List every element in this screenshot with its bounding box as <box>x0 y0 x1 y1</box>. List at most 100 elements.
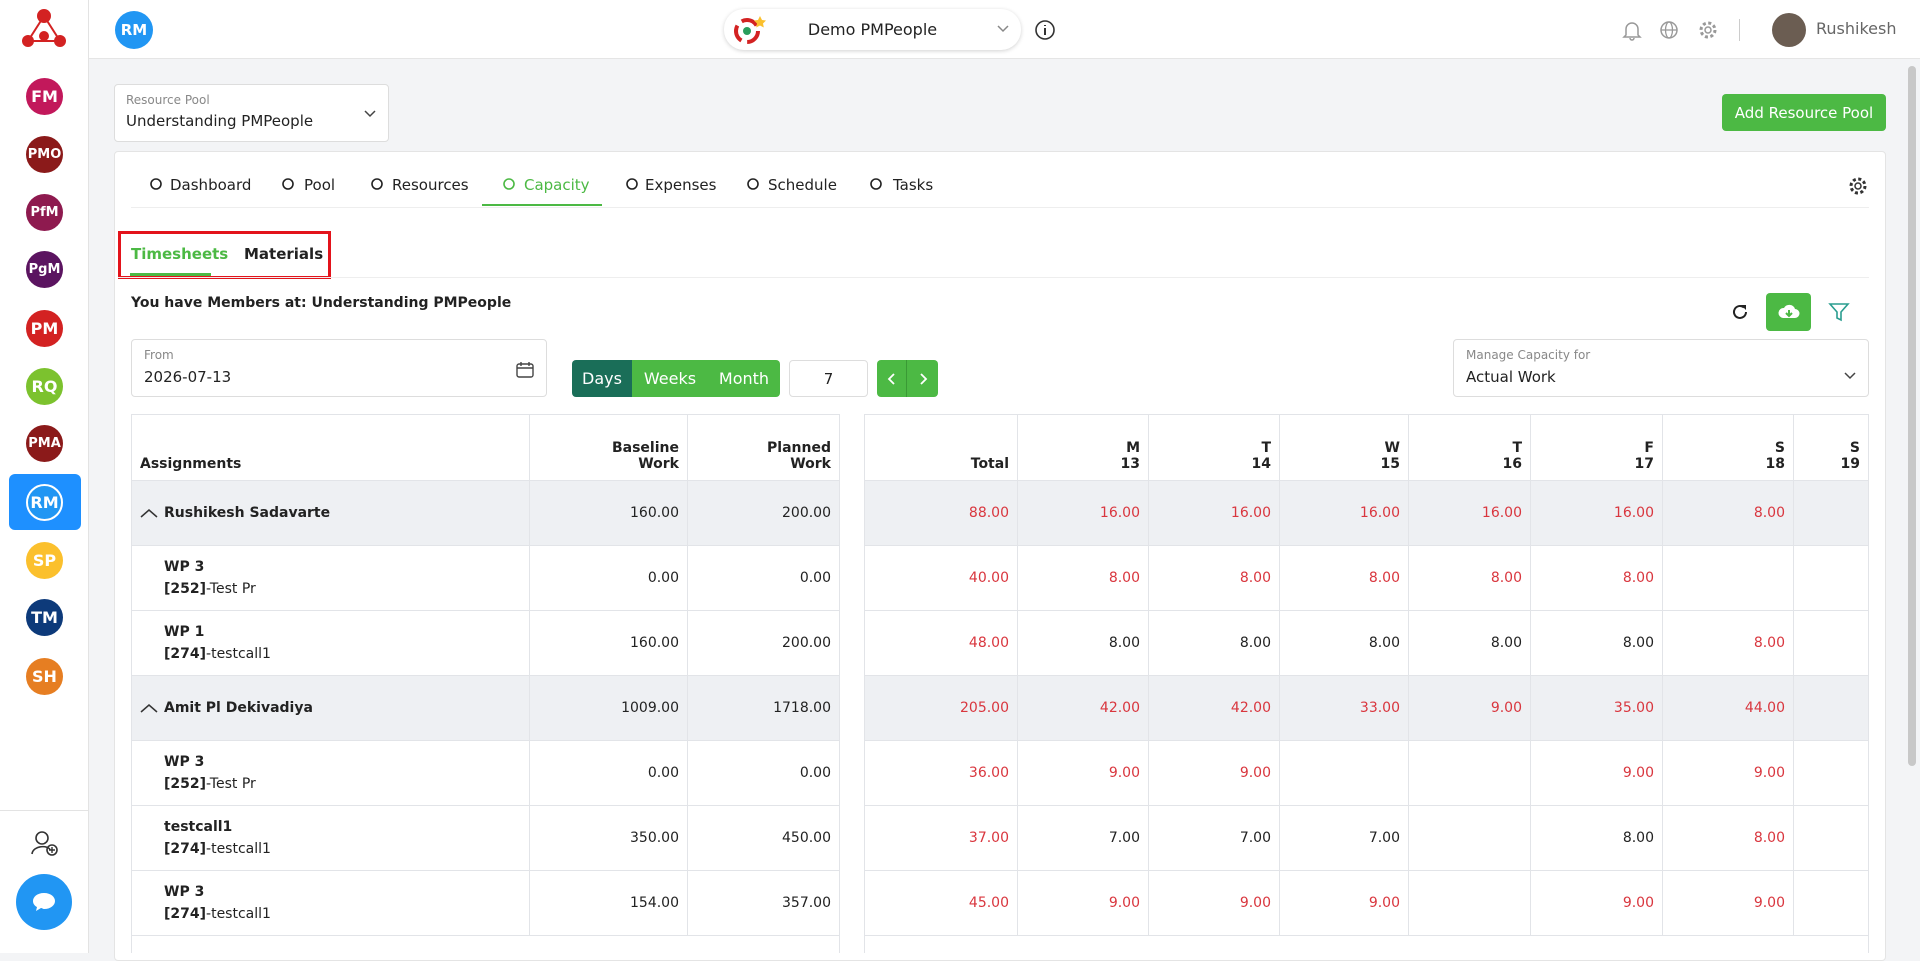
app-icon[interactable]: SH <box>26 658 63 695</box>
tab[interactable]: Schedule <box>768 176 837 194</box>
header-text: 13 <box>1120 456 1140 472</box>
assignment: WP 3 [274] -testcall1 <box>164 881 271 925</box>
project-selector[interactable]: Demo PMPeople <box>724 9 1021 50</box>
project-code: [274] <box>164 906 207 922</box>
day-work: 7.00 <box>1018 806 1149 871</box>
header-text: M <box>1126 440 1140 456</box>
tab[interactable]: Dashboard <box>170 176 252 194</box>
view-button[interactable]: Days <box>572 360 632 397</box>
day-work <box>1794 806 1869 871</box>
collapse-toggle[interactable] <box>140 508 158 518</box>
column-header: Planned Work <box>688 414 840 481</box>
header-text: 19 <box>1840 456 1860 472</box>
app-icon[interactable]: RM <box>26 484 63 521</box>
add-user-icon[interactable] <box>31 830 59 856</box>
column-header: Assignments <box>131 414 530 481</box>
next-button[interactable] <box>907 360 938 397</box>
view-button[interactable]: Month <box>708 360 780 397</box>
assignment-name: testcall1 <box>164 819 233 835</box>
day-work: 44.00 <box>1663 676 1794 741</box>
tab-divider <box>131 207 1869 208</box>
column-header: Total <box>864 414 1018 481</box>
app-icon[interactable]: PMO <box>26 136 63 173</box>
header-text: 14 <box>1251 456 1271 472</box>
period-count[interactable]: 7 <box>789 360 868 397</box>
project-code: [252] <box>164 776 207 792</box>
app-icon[interactable]: TM <box>26 599 63 636</box>
notification-icon[interactable] <box>1621 19 1643 41</box>
total-work: 37.00 <box>864 806 1018 871</box>
day-work: 8.00 <box>1018 611 1149 676</box>
collapse-toggle[interactable] <box>140 703 158 713</box>
day-work: 8.00 <box>1663 481 1794 546</box>
logo[interactable] <box>20 6 68 50</box>
subtab[interactable]: Timesheets <box>131 245 229 263</box>
app-icon[interactable]: PMA <box>26 425 63 462</box>
header-text: S <box>1849 440 1860 456</box>
table-row <box>131 936 840 953</box>
assignment: WP 3 [252] -Test Pr <box>164 556 256 600</box>
scrollbar[interactable] <box>1908 66 1916 766</box>
column-header: M 13 <box>1018 414 1149 481</box>
download-button[interactable] <box>1766 293 1811 331</box>
header-text: T <box>1261 440 1271 456</box>
planned-work: 357.00 <box>688 871 840 936</box>
column-header: F 17 <box>1531 414 1663 481</box>
user-name[interactable]: Rushikesh <box>1816 19 1897 38</box>
day-work <box>1280 741 1409 806</box>
column-header: Baseline Work <box>530 414 688 481</box>
app-icon[interactable]: RQ <box>26 368 63 405</box>
header-text: Total <box>970 456 1009 472</box>
tab[interactable]: Tasks <box>893 176 934 194</box>
day-work <box>1794 546 1869 611</box>
app-icon[interactable]: FM <box>26 78 63 115</box>
baseline-work: 0.00 <box>530 741 688 806</box>
day-work: 8.00 <box>1280 611 1409 676</box>
chevron <box>364 110 376 118</box>
day-work: 16.00 <box>1018 481 1149 546</box>
subtab[interactable]: Materials <box>244 245 324 263</box>
project-name: -testcall1 <box>206 906 271 922</box>
day-work: 16.00 <box>1409 481 1531 546</box>
resource-pool-select[interactable]: Resource Pool Understanding PMPeople <box>114 84 389 142</box>
prev-button[interactable] <box>877 360 907 397</box>
app-icon[interactable]: SP <box>26 542 63 579</box>
filter-button[interactable] <box>1828 301 1850 323</box>
chat-button[interactable] <box>16 874 72 930</box>
manage-capacity-select[interactable]: Manage Capacity for Actual Work <box>1453 339 1869 397</box>
tab[interactable]: Pool <box>304 176 336 194</box>
day-work: 16.00 <box>1149 481 1280 546</box>
project-name: -Test Pr <box>206 581 256 597</box>
language-icon[interactable] <box>1658 19 1680 41</box>
settings-icon[interactable] <box>1697 19 1719 41</box>
field-value: Actual Work <box>1466 368 1556 386</box>
day-work: 9.00 <box>1531 871 1663 936</box>
add-resource-pool-button[interactable]: Add Resource Pool <box>1722 94 1886 131</box>
info-icon[interactable] <box>1034 19 1056 41</box>
assignment-name: WP 3 <box>164 754 205 770</box>
tab[interactable]: Capacity <box>524 176 590 194</box>
header-text: T <box>1512 440 1522 456</box>
card-settings[interactable] <box>1847 175 1869 201</box>
day-work: 8.00 <box>1531 806 1663 871</box>
assignment-cell: WP 3 [274] -testcall1 <box>131 871 530 936</box>
view-button[interactable]: Weeks <box>632 360 708 397</box>
from-date-field[interactable]: From 2026-07-13 <box>131 339 547 397</box>
message: You have Members at: Understanding PMPeo… <box>131 295 512 311</box>
day-work: 9.00 <box>1018 871 1149 936</box>
app-icon[interactable]: PfM <box>26 194 63 231</box>
profile-photo[interactable] <box>1772 13 1806 47</box>
tab[interactable]: Expenses <box>645 176 717 194</box>
day-work: 9.00 <box>1663 871 1794 936</box>
highlight-box <box>118 231 331 279</box>
refresh-button[interactable] <box>1729 301 1751 323</box>
tab-icon <box>501 176 517 196</box>
field-label: Resource Pool <box>126 93 210 107</box>
user-avatar[interactable]: RM <box>115 11 153 49</box>
tab-icon <box>148 176 164 196</box>
app-icon[interactable]: PM <box>26 310 63 347</box>
app-icon[interactable]: PgM <box>26 251 63 288</box>
header-text: Work <box>638 456 679 472</box>
tab[interactable]: Resources <box>392 176 469 194</box>
